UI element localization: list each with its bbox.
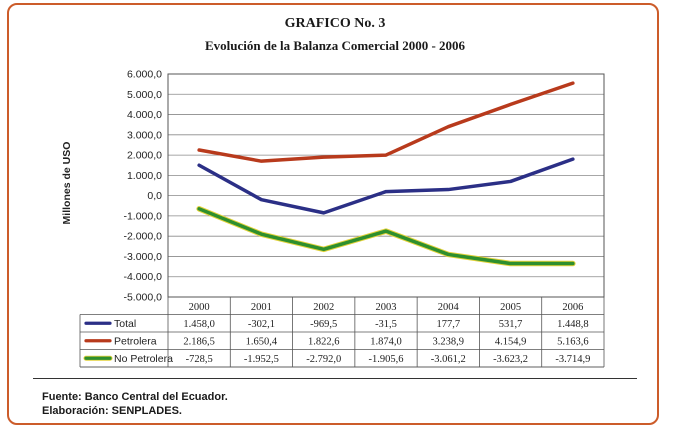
data-label: 1.822,6 <box>308 337 340 348</box>
y-tick-label: -1.000,0 <box>123 210 162 222</box>
source-note: Fuente: Banco Central del Ecuador. <box>42 391 228 403</box>
data-label: -1.952,5 <box>244 354 279 365</box>
y-tick-label: -3.000,0 <box>123 251 162 263</box>
data-label: 177,7 <box>436 319 460 330</box>
data-label: -1.905,6 <box>369 354 404 365</box>
x-tick-label: 2002 <box>313 302 334 313</box>
x-tick-label: 2004 <box>438 302 460 313</box>
x-tick-label: 2000 <box>189 302 210 313</box>
data-label: 1.874,0 <box>370 337 402 348</box>
legend-label: Petrolera <box>114 336 157 348</box>
x-tick-label: 2001 <box>251 302 272 313</box>
chart-title: GRAFICO No. 3 <box>285 16 386 31</box>
y-tick-label: 1.000,0 <box>127 170 162 182</box>
y-tick-label: 4.000,0 <box>127 109 162 121</box>
data-label: 1.458,0 <box>183 319 215 330</box>
chart-frame <box>7 3 659 425</box>
y-tick-label: 2.000,0 <box>127 150 162 162</box>
data-label: -3.061,2 <box>431 354 466 365</box>
series-line-no-petrolera <box>197 207 575 266</box>
data-label: -302,1 <box>248 319 275 330</box>
data-label: 1.448,8 <box>557 319 589 330</box>
series-line-petrolera <box>197 81 575 163</box>
data-label: -2.792,0 <box>306 354 341 365</box>
data-label: 2.186,5 <box>183 337 215 348</box>
y-tick-label: 3.000,0 <box>127 129 162 141</box>
data-label: 5.163,6 <box>557 337 589 348</box>
y-tick-label: -4.000,0 <box>123 271 162 283</box>
plot-area <box>167 73 605 298</box>
y-tick-label: 0,0 <box>147 190 162 202</box>
legend-label: Total <box>114 318 136 330</box>
legend-label: No Petrolera <box>114 353 173 365</box>
data-label: 3.238,9 <box>433 337 465 348</box>
data-label: -3.714,9 <box>555 354 590 365</box>
footer-divider <box>33 378 637 379</box>
data-label: -969,5 <box>310 319 337 330</box>
x-tick-label: 2006 <box>562 302 583 313</box>
y-tick-label: 5.000,0 <box>127 89 162 101</box>
series-line-total <box>197 157 575 215</box>
y-tick-label: 6.000,0 <box>127 69 162 81</box>
chart-subtitle: Evolución de la Balanza Comercial 2000 -… <box>205 38 466 53</box>
data-label: -31,5 <box>375 319 397 330</box>
credit-note: Elaboración: SENPLADES. <box>42 405 182 417</box>
data-label: -3.623,2 <box>493 354 528 365</box>
x-tick-label: 2005 <box>500 302 521 313</box>
data-label: 4.154,9 <box>495 337 527 348</box>
data-label: 531,7 <box>499 319 523 330</box>
x-tick-label: 2003 <box>376 302 397 313</box>
y-tick-label: -2.000,0 <box>123 231 162 243</box>
y-tick-label: -5.000,0 <box>123 292 162 304</box>
y-axis-label: Millones de USO <box>61 142 73 225</box>
data-label: 1.650,4 <box>246 337 278 348</box>
data-label: -728,5 <box>186 354 213 365</box>
